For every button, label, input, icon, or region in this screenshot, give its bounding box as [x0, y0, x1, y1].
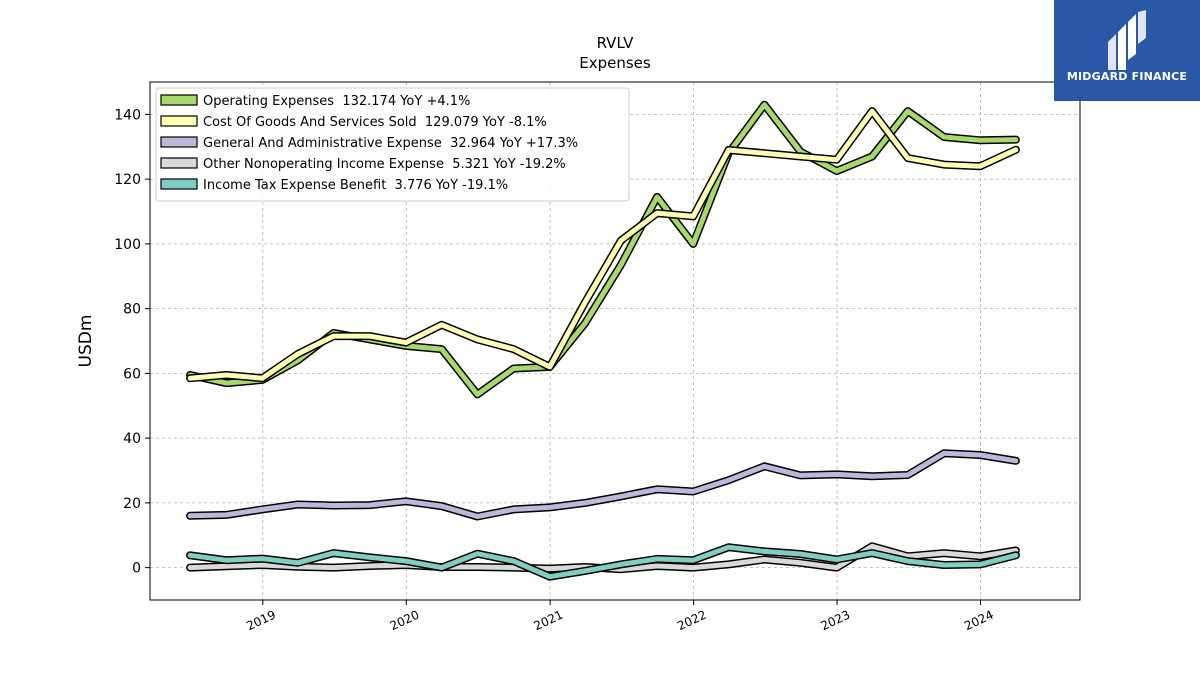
legend-label: Income Tax Expense Benefit 3.776 YoY -19…	[203, 178, 508, 193]
y-tick-label: 60	[123, 366, 141, 382]
legend-label: General And Administrative Expense 32.96…	[203, 136, 578, 151]
legend-box	[155, 87, 630, 202]
x-tick-label: 2024	[962, 608, 996, 634]
series-lines	[186, 100, 1020, 581]
legend-swatch	[160, 94, 198, 106]
x-tick-label: 2023	[819, 608, 853, 634]
legend-label: Operating Expenses 132.174 YoY +4.1%	[203, 94, 470, 109]
y-tick-label: 120	[114, 172, 141, 188]
legend-swatch	[160, 157, 198, 169]
plot-frame	[149, 81, 1081, 601]
legend-swatch	[160, 178, 198, 190]
y-tick-label: 0	[132, 561, 141, 577]
brand-logo: MIDGARD FINANCE	[1054, 0, 1200, 101]
legend-label: Cost Of Goods And Services Sold 129.079 …	[203, 115, 547, 130]
y-tick-label: 20	[123, 496, 141, 512]
x-tick-label: 2022	[675, 608, 709, 634]
series-line	[187, 450, 1019, 519]
series-line	[187, 108, 1019, 381]
y-tick-label: 100	[114, 237, 141, 253]
y-tick-label: 40	[123, 431, 141, 447]
chart-subtitle: Expenses	[579, 54, 651, 72]
y-tick-label: 140	[114, 107, 141, 123]
x-tick-label: 2021	[532, 608, 566, 634]
chart-title: RVLV	[597, 34, 635, 52]
midgard-logo-icon	[1108, 10, 1146, 70]
y-axis-label: USDm	[76, 315, 96, 368]
x-tick-label: 2020	[388, 608, 422, 634]
legend-swatch	[160, 136, 198, 148]
y-tick-label: 80	[123, 302, 141, 318]
x-tick-label: 2019	[244, 608, 278, 634]
legend-label: Other Nonoperating Income Expense 5.321 …	[203, 157, 566, 172]
series-line	[187, 544, 1019, 580]
legend: Operating Expenses 132.174 YoY +4.1% Cost…	[155, 87, 630, 202]
brand-name: MIDGARD FINANCE	[1066, 70, 1188, 83]
legend-swatch	[160, 115, 198, 127]
